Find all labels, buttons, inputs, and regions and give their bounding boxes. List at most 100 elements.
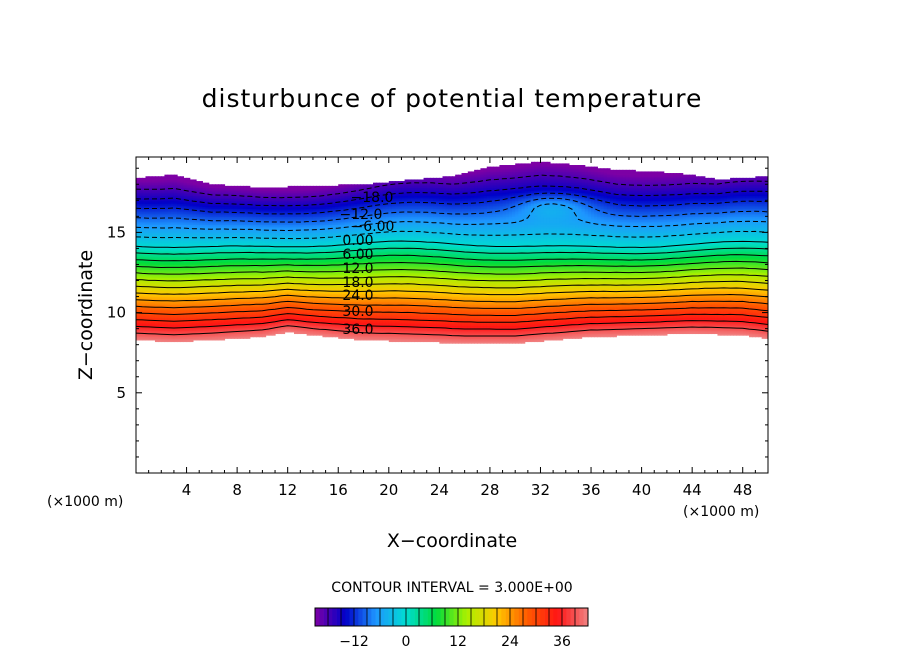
field-cell xyxy=(221,190,226,193)
field-cell xyxy=(161,327,166,330)
field-cell xyxy=(224,243,229,246)
field-cell xyxy=(205,266,210,269)
field-cell xyxy=(202,213,207,216)
field-cell xyxy=(164,193,169,197)
field-cell xyxy=(173,235,178,238)
field-cell xyxy=(173,288,178,291)
field-cell xyxy=(186,250,191,253)
field-cell xyxy=(142,233,147,237)
field-cell xyxy=(161,235,166,238)
field-cell xyxy=(227,301,232,304)
field-cell xyxy=(164,224,169,227)
field-cell xyxy=(205,208,210,211)
field-cell xyxy=(240,328,245,331)
field-cell xyxy=(240,216,245,219)
field-cell xyxy=(186,205,191,208)
field-cell xyxy=(158,245,162,248)
field-cell xyxy=(139,293,143,296)
field-cell xyxy=(151,206,156,209)
field-cell xyxy=(177,232,181,235)
field-cell xyxy=(158,206,162,209)
field-cell xyxy=(211,184,216,187)
field-cell xyxy=(205,182,210,185)
field-cell xyxy=(158,242,162,245)
field-cell xyxy=(167,192,172,195)
field-cell xyxy=(136,206,140,209)
field-cell xyxy=(196,267,200,270)
field-cell xyxy=(158,330,162,333)
field-cell xyxy=(139,230,143,233)
field-cell xyxy=(224,253,229,256)
field-cell xyxy=(142,201,147,205)
field-cell xyxy=(167,229,172,232)
field-cell xyxy=(221,248,226,251)
field-cell xyxy=(233,240,238,243)
field-cell xyxy=(221,296,226,299)
field-cell xyxy=(183,219,188,222)
field-cell xyxy=(221,213,226,216)
field-cell xyxy=(215,189,219,192)
field-cell xyxy=(196,286,200,290)
field-cell xyxy=(167,190,172,193)
field-cell xyxy=(230,315,235,318)
field-cell xyxy=(177,229,181,232)
field-cell xyxy=(177,291,181,294)
field-cell xyxy=(145,331,150,335)
field-cell xyxy=(218,266,222,269)
field-cell xyxy=(233,248,238,251)
field-cell xyxy=(173,206,178,209)
field-cell xyxy=(227,201,232,205)
field-cell xyxy=(164,296,169,299)
field-cell xyxy=(151,184,156,187)
field-cell xyxy=(173,203,178,206)
field-cell xyxy=(148,309,153,312)
field-cell xyxy=(205,238,210,242)
field-cell xyxy=(142,230,147,233)
field-cell xyxy=(167,203,172,206)
field-cell xyxy=(164,195,169,198)
field-cell xyxy=(170,256,175,259)
field-cell xyxy=(221,336,226,339)
field-cell xyxy=(240,314,245,317)
field-cell xyxy=(240,272,245,275)
field-cell xyxy=(142,275,147,278)
field-cell xyxy=(243,306,248,309)
field-cell xyxy=(205,259,210,262)
field-cell xyxy=(173,225,178,229)
field-cell xyxy=(218,187,222,190)
field-cell xyxy=(199,333,203,336)
field-cell xyxy=(243,315,248,318)
field-cell xyxy=(180,323,184,327)
field-cell xyxy=(136,197,140,200)
field-cell xyxy=(196,221,200,224)
field-cell xyxy=(233,195,238,198)
field-cell xyxy=(180,325,184,328)
field-cell xyxy=(164,214,169,217)
field-cell xyxy=(164,315,169,318)
field-cell xyxy=(215,290,219,293)
field-cell xyxy=(196,336,200,339)
field-cell xyxy=(224,201,229,205)
field-cell xyxy=(199,301,203,304)
field-cell xyxy=(192,216,197,219)
field-cell xyxy=(170,190,175,193)
field-cell xyxy=(154,298,159,301)
field-cell xyxy=(139,330,143,333)
field-cell xyxy=(173,331,178,335)
field-cell xyxy=(170,222,175,225)
field-cell xyxy=(136,229,140,232)
field-cell xyxy=(148,200,153,203)
field-cell xyxy=(164,298,169,301)
field-cell xyxy=(161,254,166,258)
field-cell xyxy=(230,233,235,237)
field-cell xyxy=(161,182,166,185)
field-cell xyxy=(199,242,203,245)
field-cell xyxy=(158,216,162,219)
field-cell xyxy=(221,198,226,201)
field-cell xyxy=(202,242,207,245)
field-cell xyxy=(161,328,166,331)
field-cell xyxy=(142,182,147,185)
field-cell xyxy=(180,243,184,246)
chart-title: disturbunce of potential temperature xyxy=(0,84,904,113)
field-cell xyxy=(199,322,203,325)
